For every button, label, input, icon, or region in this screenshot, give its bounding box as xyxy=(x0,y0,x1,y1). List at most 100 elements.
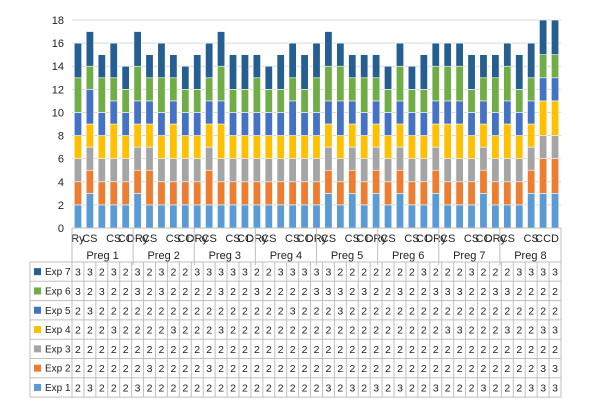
bar-segment xyxy=(252,158,261,183)
table-cell: 2 xyxy=(421,286,427,298)
table-cell: 2 xyxy=(469,286,475,298)
bar-segment xyxy=(133,100,142,125)
bar-segment xyxy=(121,135,130,159)
bar-segment xyxy=(360,77,369,113)
table-cell: 2 xyxy=(469,305,475,317)
table-cell: 2 xyxy=(182,286,188,298)
table-cell: 2 xyxy=(481,344,487,356)
table-cell: 2 xyxy=(111,382,117,394)
bar-segment xyxy=(276,89,285,113)
table-cell: 2 xyxy=(206,344,212,356)
bar-segment xyxy=(312,135,321,159)
bar-segment xyxy=(336,158,345,183)
bar-segment xyxy=(240,158,249,183)
group-label: Preg 3 xyxy=(209,250,241,262)
bar-segment xyxy=(240,89,249,113)
bar-segment xyxy=(169,181,178,206)
legend-label: Exp 1 xyxy=(45,383,71,394)
bar-segment xyxy=(360,54,369,79)
bar-segment xyxy=(97,181,106,206)
bar-segment xyxy=(276,204,285,229)
bar-segment xyxy=(348,169,357,194)
bar-segment xyxy=(467,89,476,113)
bar-segment xyxy=(491,135,500,159)
bar-segment xyxy=(372,77,381,102)
bar-segment xyxy=(217,65,226,102)
table-cell: 2 xyxy=(326,305,332,317)
bar-segment xyxy=(407,135,416,159)
bar-segment xyxy=(384,204,393,229)
group-label: Preg 5 xyxy=(331,250,363,262)
table-cell: 2 xyxy=(194,305,200,317)
bar-segment xyxy=(252,112,261,136)
table-cell: 2 xyxy=(314,305,320,317)
bar-segment xyxy=(157,135,166,159)
table-cell: 2 xyxy=(492,382,498,394)
table-cell: 2 xyxy=(278,286,284,298)
table-cell: 3 xyxy=(469,267,475,279)
y-tick-label: 10 xyxy=(52,107,64,119)
table-cell: 3 xyxy=(314,286,320,298)
table-cell: 2 xyxy=(123,286,129,298)
table-cell: 2 xyxy=(445,363,451,375)
bar-segment xyxy=(73,77,82,113)
category-label: CS xyxy=(380,233,395,245)
table-cell: 2 xyxy=(361,305,367,317)
table-cell: 2 xyxy=(170,363,176,375)
bar-segment xyxy=(479,193,488,229)
bar-segment xyxy=(419,135,428,159)
bar-segment xyxy=(73,181,82,206)
bar-segment xyxy=(181,135,190,159)
y-tick-label: 6 xyxy=(58,154,64,166)
bar-segment xyxy=(407,204,416,229)
bar-segment xyxy=(276,54,285,90)
bar-segment xyxy=(121,112,130,136)
table-cell: 3 xyxy=(206,267,212,279)
bar-segment xyxy=(360,135,369,159)
bar-segment xyxy=(515,135,524,159)
table-cell: 2 xyxy=(99,305,105,317)
bar-segment xyxy=(109,42,118,79)
table-cell: 2 xyxy=(99,363,105,375)
bar-segment xyxy=(97,204,106,229)
table-cell: 2 xyxy=(123,363,129,375)
bar-segment xyxy=(312,158,321,183)
table-cell: 2 xyxy=(242,382,248,394)
bar-segment xyxy=(384,65,393,90)
bar-segment xyxy=(193,112,202,136)
category-label: DRy xyxy=(365,233,387,245)
bar-segment xyxy=(348,100,357,125)
table-cell: 2 xyxy=(433,267,439,279)
legend-label: Exp 2 xyxy=(45,364,71,375)
bar-segment xyxy=(324,65,333,102)
bar-segment xyxy=(229,158,238,183)
bar-segment xyxy=(431,169,440,194)
table-cell: 2 xyxy=(266,305,272,317)
bar-segment xyxy=(348,146,357,171)
table-cell: 2 xyxy=(254,363,260,375)
table-cell: 3 xyxy=(552,363,558,375)
category-label: DRy xyxy=(485,233,507,245)
table-cell: 2 xyxy=(492,325,498,337)
bar-segment xyxy=(121,158,130,183)
bar-segment xyxy=(288,135,297,159)
bar-segment xyxy=(336,135,345,159)
table-cell: 2 xyxy=(242,325,248,337)
table-cell: 3 xyxy=(111,267,117,279)
table-cell: 2 xyxy=(278,344,284,356)
table-cell: 2 xyxy=(266,325,272,337)
table-cell: 2 xyxy=(326,325,332,337)
category-label: DRy xyxy=(187,233,209,245)
category-label: CS xyxy=(404,233,419,245)
bar-segment xyxy=(181,89,190,113)
table-cell: 2 xyxy=(159,344,165,356)
bar-segment xyxy=(205,123,214,148)
table-cell: 2 xyxy=(373,267,379,279)
table-cell: 2 xyxy=(182,344,188,356)
table-cell: 2 xyxy=(528,344,534,356)
table-cell: 3 xyxy=(159,267,165,279)
table-cell: 2 xyxy=(421,363,427,375)
bar-segment xyxy=(455,204,464,229)
legend-label: Exp 6 xyxy=(45,286,71,297)
table-cell: 2 xyxy=(278,382,284,394)
